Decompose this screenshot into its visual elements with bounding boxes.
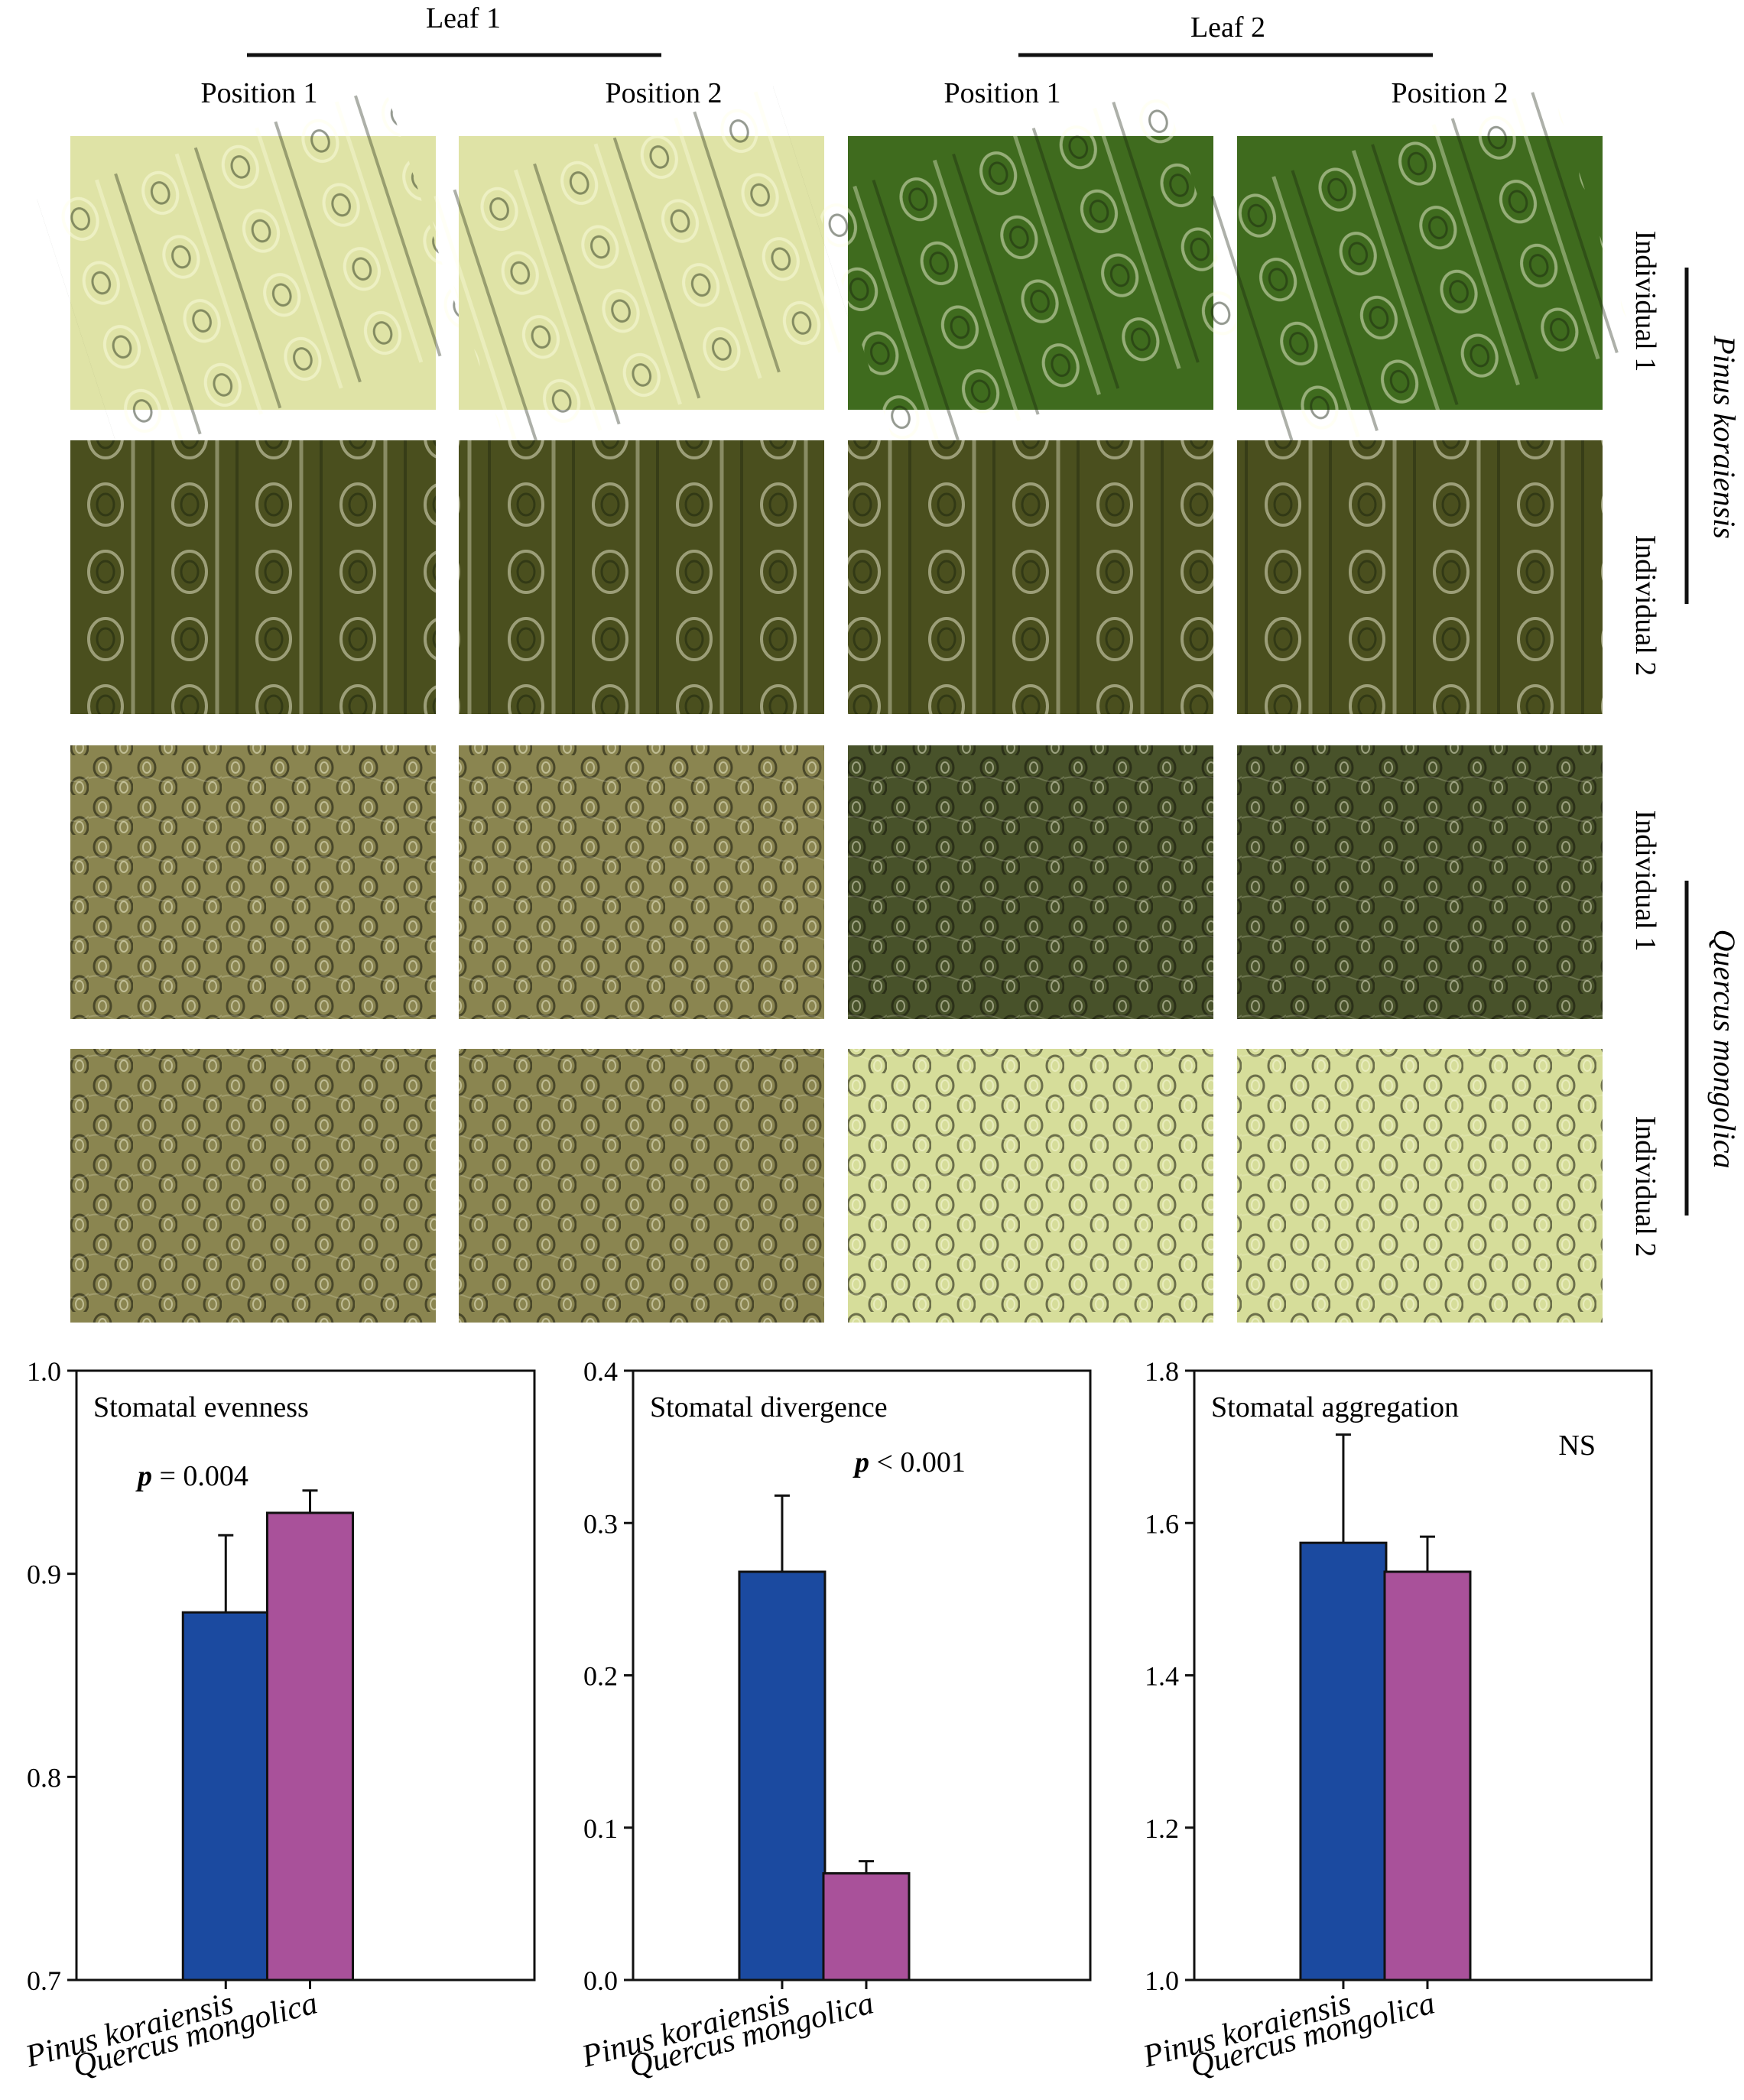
significance-annotation: p < 0.001 bbox=[853, 1446, 966, 1478]
individual-label-row-2: Individual 2 bbox=[1629, 535, 1661, 677]
micrograph-r4-c2 bbox=[459, 1049, 824, 1323]
position-label-2: Position 2 bbox=[605, 77, 722, 109]
chart-2: 0.0 0.1 0.2 0.3 0.4 Stomatal divergence p < 0.… bbox=[577, 1356, 1092, 2085]
individual-label-row-4: Individual 2 bbox=[1629, 1116, 1661, 1258]
y-tick-label: 1.8 bbox=[1145, 1356, 1179, 1387]
y-tick-label: 0.9 bbox=[27, 1560, 61, 1590]
micrograph-r4-c4 bbox=[1237, 1049, 1603, 1323]
y-tick-label: 0.1 bbox=[583, 1813, 618, 1844]
y-tick-label: 1.0 bbox=[27, 1356, 61, 1387]
y-tick-label: 0.7 bbox=[27, 1965, 61, 1996]
micrograph-r3-c3 bbox=[848, 745, 1213, 1019]
bar-quercus bbox=[822, 1872, 911, 1982]
individual-label-row-3: Individual 1 bbox=[1629, 810, 1661, 952]
position-label-4: Position 2 bbox=[1391, 77, 1508, 109]
pinus-species-label: Pinus koraiensis bbox=[1707, 335, 1742, 539]
micrograph-r2-c4 bbox=[1237, 440, 1603, 714]
bar-pinus bbox=[738, 1570, 827, 1982]
micrograph-r2-c2 bbox=[459, 440, 824, 714]
micrograph-r3-c1 bbox=[70, 745, 436, 1019]
position-label-1: Position 1 bbox=[200, 77, 317, 109]
micrograph-r2-c3 bbox=[848, 440, 1213, 714]
leaf-2-label: Leaf 2 bbox=[1190, 11, 1265, 44]
y-tick-label: 0.8 bbox=[27, 1762, 61, 1793]
significance-annotation: NS bbox=[1558, 1430, 1596, 1462]
bar-quercus bbox=[265, 1511, 354, 1982]
micrograph-r2-c1 bbox=[70, 440, 436, 714]
micrograph-r3-c4 bbox=[1237, 745, 1603, 1019]
bar-quercus bbox=[1383, 1570, 1472, 1982]
position-label-3: Position 1 bbox=[943, 77, 1060, 109]
chart-title: Stomatal evenness bbox=[93, 1391, 309, 1423]
y-tick-label: 0.2 bbox=[583, 1661, 618, 1692]
y-tick-label: 1.0 bbox=[1145, 1965, 1179, 1996]
bar-pinus bbox=[1299, 1541, 1388, 1982]
micrograph-grid bbox=[37, 86, 1636, 1323]
leaf-1-label: Leaf 1 bbox=[426, 2, 501, 34]
micrograph-r4-c3 bbox=[848, 1049, 1213, 1323]
micrograph-r3-c2 bbox=[459, 745, 824, 1019]
y-tick-label: 1.6 bbox=[1145, 1508, 1179, 1539]
quercus-species-label: Quercus mongolica bbox=[1707, 930, 1742, 1169]
significance-annotation: p = 0.004 bbox=[135, 1460, 248, 1492]
y-tick-label: 0.4 bbox=[583, 1356, 618, 1387]
bar-pinus bbox=[181, 1611, 270, 1982]
y-tick-label: 1.2 bbox=[1145, 1813, 1179, 1844]
y-tick-label: 0.3 bbox=[583, 1508, 618, 1539]
individual-label-row-1: Individual 1 bbox=[1629, 231, 1661, 372]
chart-title: Stomatal aggregation bbox=[1211, 1391, 1459, 1423]
y-tick-label: 0.0 bbox=[583, 1965, 618, 1996]
chart-title: Stomatal divergence bbox=[650, 1391, 888, 1423]
y-tick-label: 1.4 bbox=[1145, 1661, 1179, 1692]
micrograph-r4-c1 bbox=[70, 1049, 436, 1323]
